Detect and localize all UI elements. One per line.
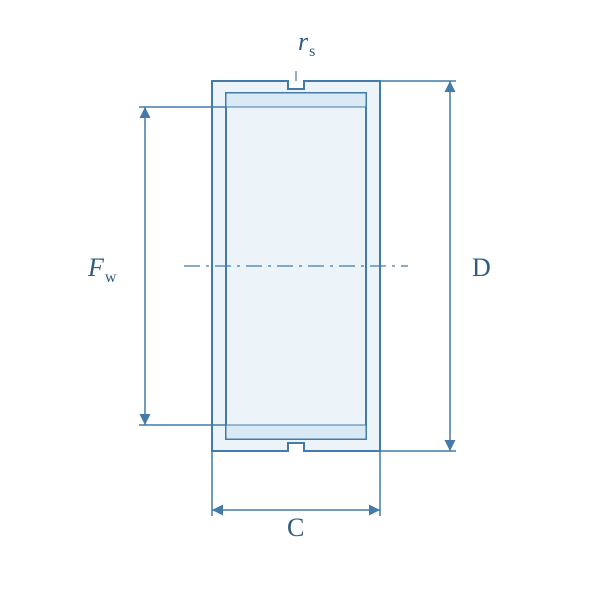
- label-c: C: [287, 513, 304, 542]
- component-cross-section: [184, 71, 408, 451]
- label-d: D: [472, 253, 491, 282]
